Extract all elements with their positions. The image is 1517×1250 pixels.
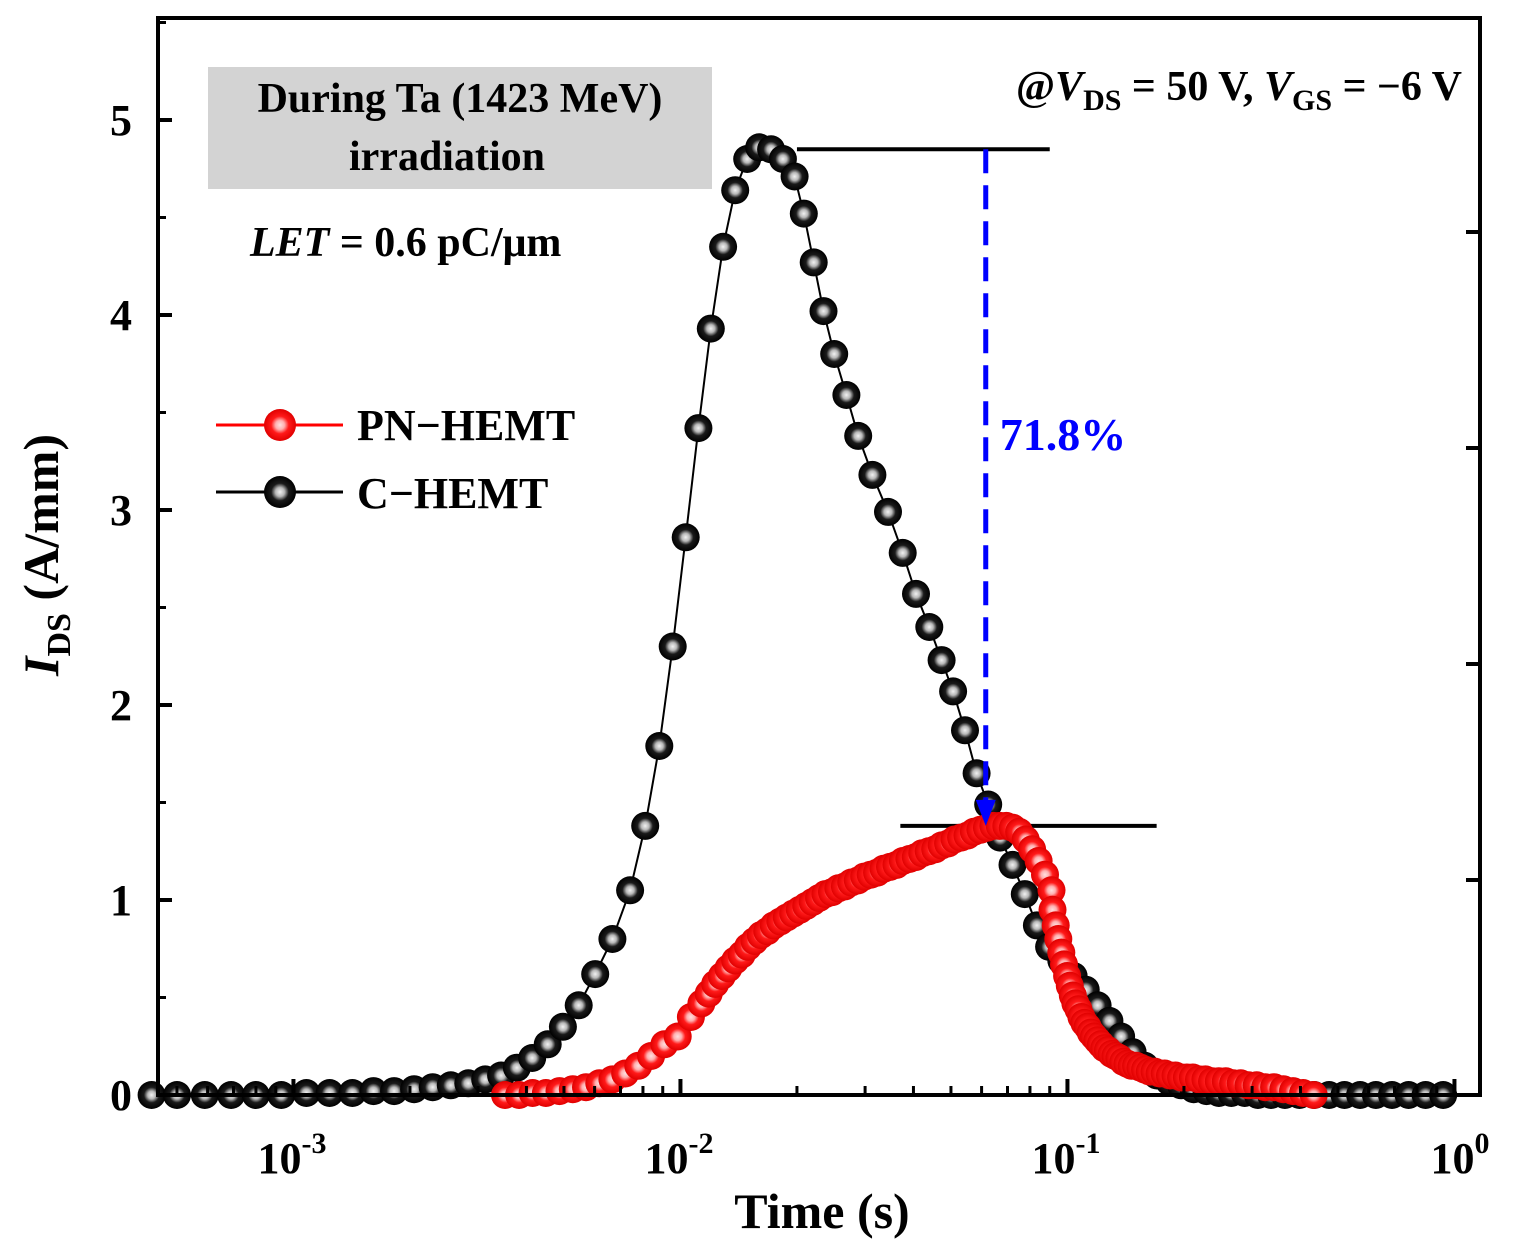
x-tick-exp-1e-1: -1 <box>1076 1127 1101 1160</box>
y-tick-label-5: 5 <box>110 96 132 145</box>
point-c-hemt-56 <box>1010 880 1039 909</box>
series-c-hemt <box>137 133 1458 1109</box>
reduction-arrow: 71.8% <box>975 149 1126 826</box>
axes <box>156 16 1482 1097</box>
point-c-hemt-20 <box>548 1012 577 1041</box>
x-tick-exp-1e-3: -3 <box>302 1127 327 1160</box>
x-tick-label-1e-1: 10-1 <box>1032 1127 1101 1183</box>
point-c-hemt-24 <box>616 876 645 905</box>
bias-vds-symbol: V <box>1055 64 1086 110</box>
x-tick-exp-1e0: 0 <box>1475 1127 1490 1160</box>
point-c-hemt-47 <box>902 579 930 608</box>
point-c-hemt-50 <box>939 677 968 706</box>
x-tick-base-1e-1: 10 <box>1032 1134 1076 1183</box>
bias-condition: @VDS = 50 V, VGS = −6 V <box>1016 64 1462 117</box>
let-value: = 0.6 pC/μm <box>329 220 561 266</box>
y-axis-symbol: I <box>13 655 69 677</box>
point-c-hemt-39 <box>799 248 828 277</box>
plot-frame <box>156 16 1482 1097</box>
point-c-hemt-31 <box>709 232 738 261</box>
point-c-hemt-28 <box>671 523 700 552</box>
point-c-hemt-45 <box>874 497 902 526</box>
point-c-hemt-38 <box>789 199 818 228</box>
point-c-hemt-32 <box>721 176 750 205</box>
annotation-box-line1: During Ta (1423 MeV) <box>258 76 663 122</box>
x-tick-label-1e0: 100 <box>1431 1127 1490 1183</box>
x-tick-base-1e0: 10 <box>1431 1134 1475 1183</box>
legend-label-c-hemt: C−HEMT <box>357 469 548 518</box>
bias-vgs-symbol: V <box>1264 64 1295 110</box>
x-tick-label-1e-2: 10-2 <box>645 1127 714 1183</box>
point-c-hemt-9 <box>359 1077 388 1106</box>
legend-label-pn-hemt: PN−HEMT <box>357 401 575 450</box>
x-tick-base-1e-3: 10 <box>258 1134 302 1183</box>
bias-vds-subscript: DS <box>1083 84 1121 117</box>
point-c-hemt-55 <box>998 850 1027 879</box>
point-c-hemt-27 <box>658 632 687 661</box>
y-tick-label-2: 2 <box>110 681 132 730</box>
point-c-hemt-30 <box>696 314 725 343</box>
legend-marker-c-hemt <box>264 476 296 508</box>
y-axis-title: IDS (A/mm) <box>13 434 78 677</box>
point-c-hemt-25 <box>631 811 660 840</box>
point-c-hemt-37 <box>780 162 809 191</box>
y-tick-label-0: 0 <box>110 1071 132 1120</box>
point-c-hemt-26 <box>645 732 674 760</box>
series-layer <box>137 133 1458 1109</box>
bias-vgs-value: = −6 V <box>1332 64 1462 110</box>
point-c-hemt-22 <box>581 960 610 989</box>
x-tick-exp-1e-2: -2 <box>689 1127 714 1160</box>
reduction-label: 71.8% <box>1000 409 1126 460</box>
y-axis-subscript: DS <box>41 613 78 656</box>
point-c-hemt-51 <box>951 716 979 745</box>
point-c-hemt-40 <box>809 297 838 326</box>
point-c-hemt-43 <box>844 421 873 450</box>
point-c-hemt-42 <box>832 381 861 409</box>
arrow-head <box>975 799 996 826</box>
point-c-hemt-49 <box>927 646 956 675</box>
point-c-hemt-48 <box>915 613 944 641</box>
annotation-box <box>208 67 712 189</box>
point-c-hemt-41 <box>820 340 849 368</box>
let-label: LET <box>249 220 332 266</box>
series-line-c-hemt <box>151 146 1444 1096</box>
point-c-hemt-23 <box>598 925 627 953</box>
bias-at: @ <box>1016 64 1055 110</box>
point-c-hemt-44 <box>858 460 887 489</box>
y-axis-unit: (A/mm) <box>13 434 69 613</box>
y-tick-label-4: 4 <box>110 291 132 340</box>
x-tick-label-1e-3: 10-3 <box>258 1127 327 1183</box>
bias-vgs-subscript: GS <box>1292 84 1332 117</box>
bias-vds-value: = 50 V, <box>1121 64 1264 110</box>
y-tick-label-1: 1 <box>110 876 132 925</box>
point-c-hemt-29 <box>684 414 713 443</box>
point-c-hemt-46 <box>888 538 917 567</box>
legend: PN−HEMT C−HEMT <box>216 401 575 518</box>
y-tick-label-3: 3 <box>110 486 132 535</box>
x-tick-base-1e-2: 10 <box>645 1134 689 1183</box>
legend-marker-pn-hemt <box>264 409 296 441</box>
point-c-hemt-21 <box>564 991 593 1020</box>
let-annotation: LET = 0.6 pC/μm <box>249 220 561 266</box>
series-pn-hemt <box>491 811 1328 1109</box>
x-axis-title: Time (s) <box>734 1183 909 1239</box>
annotation-box-line2: irradiation <box>349 134 545 180</box>
